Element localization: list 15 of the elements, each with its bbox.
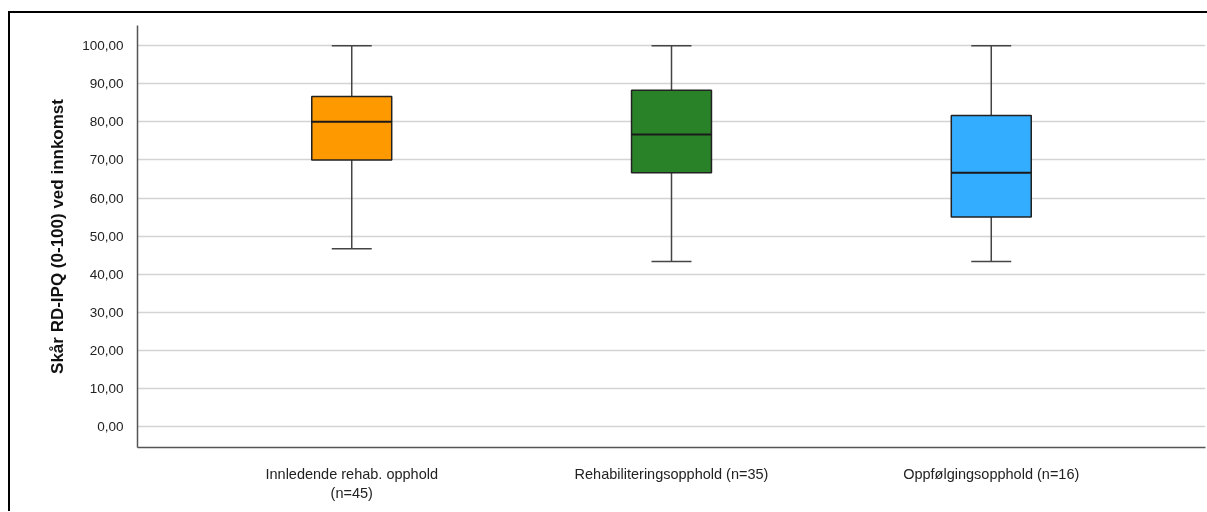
y-tick-label: 70,00 [89, 152, 124, 168]
x-tick-label: Oppfølgingsopphold (n=16) [903, 465, 1080, 482]
y-axis-title: Skår RD-IPQ (0-100) ved innkomst [48, 98, 68, 374]
y-tick-label: 0,00 [97, 419, 124, 435]
x-tick-label: Innledende rehab. opphold (n=45) [265, 465, 439, 501]
y-tick-label: 80,00 [89, 114, 124, 130]
y-tick-label: 90,00 [89, 76, 124, 92]
y-tick-label: 60,00 [89, 190, 124, 206]
y-tick-label: 40,00 [89, 266, 124, 282]
y-tick-label: 10,00 [89, 380, 124, 396]
x-tick-label: Rehabiliteringsopphold (n=35) [574, 465, 769, 482]
y-tick-label: 20,00 [89, 342, 124, 358]
y-tick-label: 100,00 [82, 38, 124, 54]
y-tick-label: 50,00 [89, 228, 124, 244]
y-tick-label: 30,00 [89, 304, 124, 320]
